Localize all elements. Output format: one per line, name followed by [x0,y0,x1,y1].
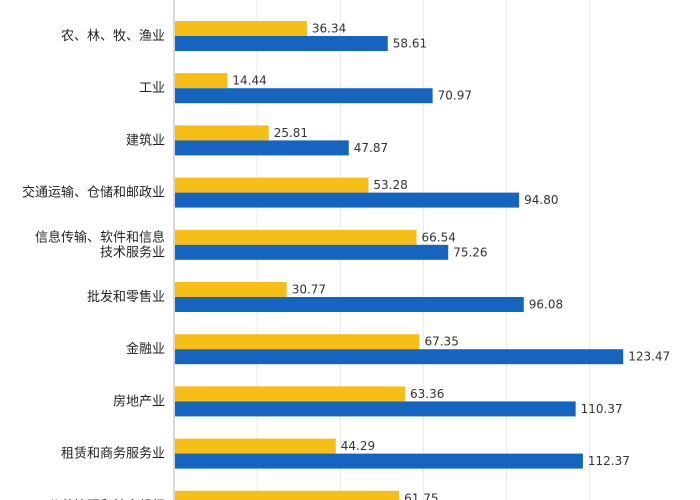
bar-series-a [175,438,336,454]
data-label: 67.35 [424,335,458,349]
data-label: 94.80 [524,193,558,207]
bar-series-a [175,125,269,141]
data-label: 63.36 [410,387,444,401]
bar-series-b [175,297,524,312]
bar-series-b [175,349,624,365]
bar-series-a [175,21,307,36]
data-label: 53.28 [373,178,407,192]
category-label: 建筑业 [126,132,165,148]
data-label: 70.97 [438,89,472,103]
data-label: 96.08 [529,298,563,312]
data-label: 14.44 [232,74,266,88]
data-label: 110.37 [581,402,623,416]
data-label: 66.54 [422,230,456,244]
category-label: 交通运输、仓储和邮政业 [22,185,165,201]
bar-series-b [175,244,449,260]
category-label: 工业 [139,81,165,96]
bar-series-a [175,177,369,193]
bar-series-b [175,453,583,469]
data-label: 75.26 [453,245,487,259]
bar-series-a [175,490,400,500]
data-label: 123.47 [628,350,670,364]
data-label: 58.61 [393,37,427,51]
data-label: 44.29 [341,439,375,453]
bar-series-a [175,334,420,350]
data-label: 61.75 [404,491,438,500]
bar-series-b [175,401,576,417]
bar-layer [175,21,624,500]
category-label: 公共管理和社会组织 [48,498,165,500]
category-label: 批发和零售业 [87,289,165,305]
data-label: 30.77 [292,283,326,297]
bar-series-b [175,36,388,51]
bar-series-a [175,73,228,89]
bar-series-a [175,386,405,402]
bar-series-b [175,140,349,156]
category-label: 金融业 [126,341,165,357]
category-label: 农、林、牧、渔业 [61,29,165,44]
category-label: 技术服务业 [100,244,165,260]
bar-series-b [175,88,433,104]
category-label: 房地产业 [113,393,165,409]
label-layer: 农、林、牧、渔业 36.34 58.61 工业 14.44 70.97 建筑业 25.81 47… [22,22,670,500]
data-label: 36.34 [312,22,346,36]
bar-series-a [175,282,287,297]
category-label: 信息传输、软件和信息 [35,229,165,245]
bar-series-a [175,229,417,245]
data-label: 112.37 [588,454,630,468]
data-label: 47.87 [354,141,388,155]
data-label: 25.81 [274,126,308,140]
bar-series-b [175,192,520,208]
category-label: 租赁和商务服务业 [61,446,165,462]
